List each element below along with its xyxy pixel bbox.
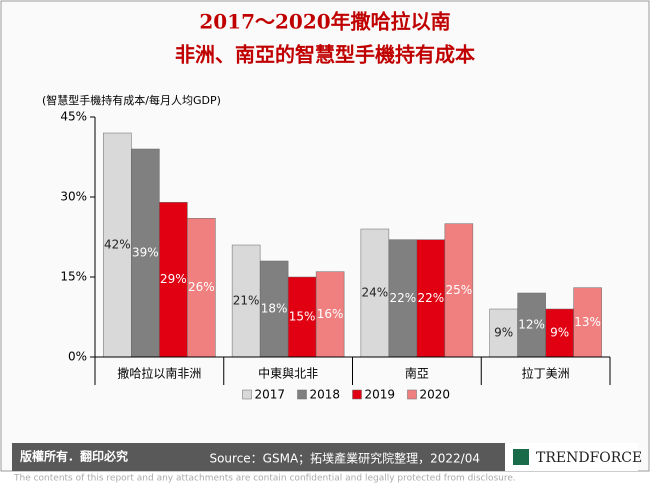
- value-label: 12%: [518, 318, 545, 332]
- y-axis-label: (智慧型手機持有成本/每月人均GDP): [42, 93, 221, 107]
- value-label: 22%: [418, 291, 445, 305]
- y-tick-label: 30%: [60, 190, 87, 204]
- value-label: 22%: [390, 291, 417, 305]
- value-label: 39%: [132, 246, 159, 260]
- value-label: 16%: [317, 307, 344, 321]
- x-tick-label: 拉丁美洲: [522, 366, 570, 381]
- legend-label: 2020: [420, 388, 451, 402]
- value-label: 26%: [188, 280, 215, 294]
- value-label: 9%: [494, 326, 513, 340]
- value-label: 24%: [362, 286, 389, 300]
- bar: [517, 292, 546, 358]
- x-tick-label: 中東與北非: [258, 366, 318, 381]
- bar: [545, 308, 574, 358]
- bar: [287, 276, 317, 358]
- bar: [416, 239, 446, 358]
- value-label: 25%: [446, 283, 473, 297]
- value-label: 21%: [233, 294, 260, 308]
- bar: [360, 228, 390, 358]
- bar: [131, 148, 160, 358]
- logo-icon: [513, 449, 529, 465]
- logo: TRENDFORCE: [536, 450, 642, 466]
- bar: [103, 132, 132, 358]
- rights: 版權所有．翻印必究: [20, 449, 128, 464]
- disclaimer: The contents of this report and any atta…: [13, 474, 516, 484]
- value-label: 15%: [289, 310, 316, 324]
- bar: [444, 223, 474, 358]
- bar: [388, 239, 418, 358]
- legend-label: 2017: [255, 388, 286, 402]
- x-tick-label: 撒哈拉以南非洲: [117, 366, 201, 381]
- bar: [489, 308, 518, 358]
- legend-swatch: [297, 389, 307, 400]
- value-label: 9%: [550, 326, 569, 340]
- y-tick-label: 15%: [60, 270, 87, 284]
- value-label: 29%: [160, 272, 187, 286]
- chart-title: 2017～2020年撒哈拉以南: [199, 10, 450, 34]
- legend-swatch: [352, 389, 362, 400]
- source: Source：GSMA；拓墣產業研究院整理，2022/04: [209, 451, 480, 466]
- chart-title: 非洲、南亞的智慧型手機持有成本: [175, 43, 475, 67]
- bar: [259, 260, 289, 358]
- value-label: 13%: [574, 315, 601, 329]
- legend-label: 2019: [365, 388, 396, 402]
- value-label: 42%: [104, 238, 131, 252]
- bar: [159, 202, 188, 358]
- legend-swatch: [407, 389, 417, 400]
- y-tick-label: 45%: [60, 110, 87, 124]
- value-label: 18%: [261, 302, 288, 316]
- legend-swatch: [242, 389, 252, 400]
- x-tick-label: 南亞: [405, 366, 429, 381]
- bar: [315, 271, 345, 358]
- legend-label: 2018: [310, 388, 341, 402]
- bar: [187, 218, 216, 358]
- y-tick-label: 0%: [68, 350, 87, 364]
